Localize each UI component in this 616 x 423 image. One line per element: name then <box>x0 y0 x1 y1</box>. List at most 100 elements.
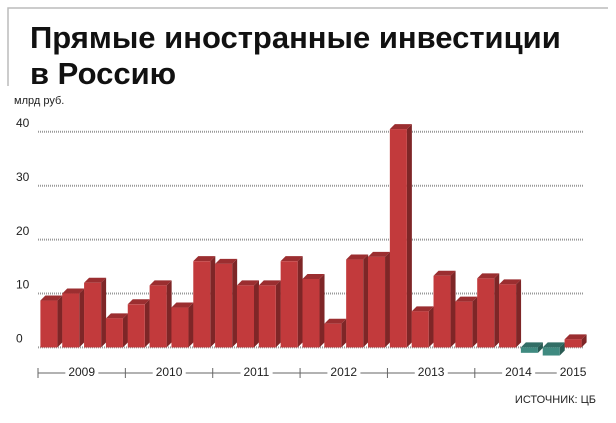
y-tick-label: 20 <box>16 224 30 238</box>
x-group-label: 2015 <box>560 365 587 379</box>
bar <box>258 285 276 348</box>
frame <box>7 7 608 86</box>
bar-top <box>564 334 587 340</box>
bar-top <box>193 256 216 262</box>
bar <box>324 323 342 348</box>
bar-side <box>122 313 128 348</box>
bar-top <box>542 342 565 348</box>
y-axis-label: млрд руб. <box>14 95 64 107</box>
y-tick-label: 0 <box>16 332 23 346</box>
bar-side <box>559 342 565 356</box>
bar-top <box>236 280 259 286</box>
bar-side <box>494 273 500 348</box>
bar-top <box>499 279 522 285</box>
bar <box>215 263 233 348</box>
bar-side <box>319 273 325 348</box>
bar-side <box>275 280 281 348</box>
bar-top <box>389 124 412 130</box>
bar-side <box>210 256 216 348</box>
bar <box>564 339 582 348</box>
bar-side <box>57 295 63 348</box>
chart-title: Прямые иностранные инвестиции <box>30 20 561 55</box>
bar-side <box>144 299 150 348</box>
x-group-label: 2012 <box>330 365 357 379</box>
bar-top <box>368 251 391 257</box>
bar <box>40 300 58 348</box>
bar-top <box>84 277 107 283</box>
bar <box>84 282 102 348</box>
y-tick-label: 30 <box>16 170 30 184</box>
bar-side <box>472 296 478 348</box>
bar-side <box>406 124 412 348</box>
bar-top <box>280 256 303 262</box>
bar-side <box>516 279 522 348</box>
bar-top <box>433 270 456 276</box>
bar <box>411 311 429 348</box>
x-group-label: 2014 <box>505 365 532 379</box>
bar-top <box>302 273 325 279</box>
bar-side <box>232 258 238 348</box>
bar <box>433 275 451 348</box>
bar-top <box>149 280 172 286</box>
bar-side <box>297 256 303 348</box>
bar <box>193 261 211 348</box>
bar <box>389 129 407 348</box>
bar-side <box>188 302 194 348</box>
label-bg <box>502 365 536 380</box>
bar <box>542 347 560 356</box>
bar <box>346 259 364 348</box>
bar-top <box>455 296 478 302</box>
bar-top <box>215 258 238 264</box>
bar <box>499 284 517 348</box>
bar-top <box>105 313 128 319</box>
bar-top <box>520 342 543 348</box>
bar-side <box>79 288 85 348</box>
bar-side <box>537 342 543 353</box>
x-group-label: 2009 <box>68 365 95 379</box>
bar-top <box>477 273 500 279</box>
label-bg <box>240 365 273 380</box>
bar <box>127 304 145 348</box>
bar-top <box>411 306 434 312</box>
bar-top <box>346 254 369 260</box>
bar <box>149 285 167 348</box>
bar-top <box>324 318 347 324</box>
bar-side <box>450 270 456 348</box>
bar-side <box>101 277 107 348</box>
bar <box>477 278 495 348</box>
y-tick-label: 10 <box>16 278 30 292</box>
bar-top <box>127 299 150 305</box>
bar-top <box>62 288 85 294</box>
bar <box>236 285 254 348</box>
label-bg <box>65 365 99 380</box>
x-group-label: 2011 <box>243 365 269 379</box>
source: ИСТОЧНИК: ЦБ <box>515 394 596 406</box>
label-bg <box>327 365 361 380</box>
bar-side <box>385 251 391 348</box>
bar <box>520 347 538 353</box>
bar-side <box>363 254 369 348</box>
y-tick-label: 40 <box>16 116 30 130</box>
bar <box>105 318 123 348</box>
bar-top <box>258 280 281 286</box>
label-bg <box>414 365 448 380</box>
bar-top <box>171 302 194 308</box>
bar <box>455 301 473 348</box>
bar-side <box>341 318 347 348</box>
label-bg <box>556 365 590 380</box>
chart-title: в Россию <box>30 56 176 91</box>
bar-side <box>581 334 587 348</box>
x-group-label: 2013 <box>418 365 445 379</box>
bar-side <box>253 280 259 348</box>
bar <box>368 256 386 348</box>
label-bg <box>152 365 186 380</box>
bar-top <box>40 295 63 301</box>
bar-side <box>166 280 172 348</box>
bar <box>302 278 320 348</box>
x-group-label: 2010 <box>156 365 183 379</box>
bar <box>62 293 80 348</box>
bar-side <box>428 306 434 348</box>
bar <box>171 307 189 348</box>
bar <box>280 261 298 348</box>
